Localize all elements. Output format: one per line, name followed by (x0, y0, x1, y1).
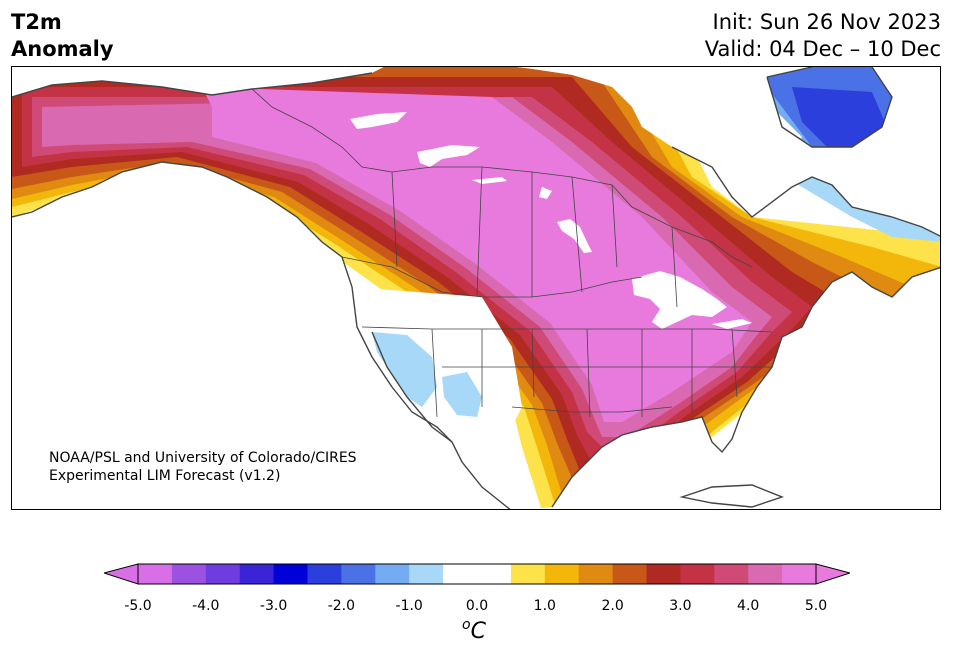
colorbar-cell (205, 564, 241, 584)
title-line-1: T2m (11, 10, 62, 34)
forecast-credit: NOAA/PSL and University of Colorado/CIRE… (49, 449, 357, 485)
colorbar-cell (138, 564, 173, 584)
colorbar-over-arrow (815, 563, 850, 585)
colorbar-cell (510, 564, 546, 584)
borders (251, 88, 773, 418)
forecast-dates: Init: Sun 26 Nov 2023 Valid: 04 Dec – 10… (705, 9, 941, 63)
colorbar-tick-label: -2.0 (327, 598, 356, 614)
colorbar-cell (443, 564, 478, 584)
colorbar-cell (646, 564, 681, 584)
coastlines (12, 67, 940, 509)
colorbar-tick-label: 0.0 (465, 598, 489, 614)
unit-letter: C (470, 619, 486, 644)
colorbar-cell (714, 564, 749, 584)
colorbar-under-arrow (104, 563, 139, 585)
colorbar-tick-label: 3.0 (669, 598, 692, 614)
colorbar-cell (307, 564, 342, 584)
colorbar-unit: oC (462, 617, 486, 644)
colorbar-cell (578, 564, 614, 584)
anomaly-fill (12, 67, 940, 509)
colorbar-cell (782, 564, 817, 584)
credit-line-2: Experimental LIM Forecast (v1.2) (49, 468, 281, 484)
colorbar-cell (273, 564, 308, 584)
init-date: Init: Sun 26 Nov 2023 (712, 10, 941, 34)
unit-degree: o (462, 617, 471, 633)
colorbar-tick-label: 2.0 (601, 598, 624, 614)
colorbar-outline (137, 563, 817, 585)
colorbar-tick-label: -5.0 (124, 598, 152, 614)
colorbar-cells (138, 564, 817, 584)
colorbar (104, 563, 850, 585)
colorbar-cell (239, 564, 275, 584)
colorbar-cell (341, 564, 376, 584)
anomaly-map (11, 66, 941, 510)
colorbar-tick-label: -1.0 (395, 598, 423, 614)
colorbar-tick-label: 1.0 (533, 598, 556, 614)
colorbar-cell (748, 564, 783, 584)
colorbar-cell (409, 564, 444, 584)
map-svg (12, 67, 940, 509)
colorbar-cell (477, 564, 512, 584)
colorbar-tick-label: 5.0 (804, 598, 828, 614)
colorbar-cell (612, 564, 647, 584)
colorbar-cell (375, 564, 410, 584)
colorbar-tick-label: -3.0 (259, 598, 288, 614)
colorbar-cell (171, 564, 207, 584)
map-title: T2m Anomaly (11, 9, 114, 63)
lakes (350, 112, 752, 329)
colorbar-cell (680, 564, 715, 584)
title-line-2: Anomaly (11, 37, 114, 61)
colorbar-tick-label: -4.0 (192, 598, 220, 614)
valid-dates: Valid: 04 Dec – 10 Dec (704, 37, 941, 61)
colorbar-tick-label: 4.0 (737, 598, 760, 614)
credit-line-1: NOAA/PSL and University of Colorado/CIRE… (49, 450, 357, 466)
colorbar-cell (544, 564, 580, 584)
